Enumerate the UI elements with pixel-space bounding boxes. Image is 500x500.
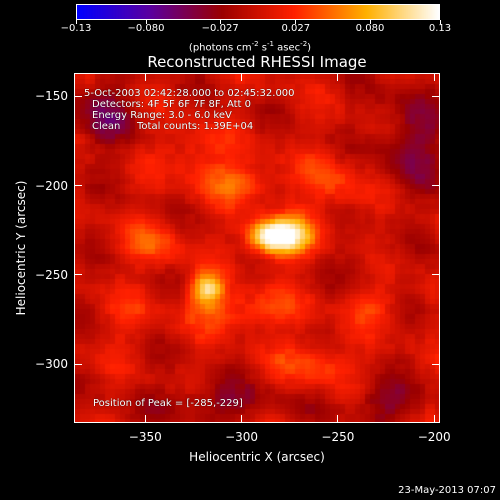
y-tick-label: −150 bbox=[35, 89, 68, 104]
y-tick-label: −250 bbox=[35, 267, 68, 282]
x-tick-mark bbox=[144, 73, 146, 81]
y-tick-mark bbox=[74, 95, 82, 97]
heatmap-image bbox=[75, 74, 439, 422]
y-tick-mark bbox=[432, 274, 440, 276]
colorbar-tick bbox=[295, 20, 297, 24]
chart-title: Reconstructed RHESSI Image bbox=[147, 53, 367, 71]
colorbar-tick bbox=[219, 20, 221, 24]
clean-annotation: Clean bbox=[92, 121, 121, 132]
x-tick-mark bbox=[337, 415, 339, 423]
y-tick-label: −200 bbox=[35, 178, 68, 193]
y-tick-mark bbox=[74, 185, 82, 186]
x-tick-label: −200 bbox=[417, 430, 451, 444]
x-tick-mark bbox=[144, 415, 146, 423]
y-tick-mark bbox=[432, 95, 440, 97]
x-axis-label: Heliocentric X (arcsec) bbox=[189, 450, 325, 464]
colorbar-tick bbox=[439, 20, 441, 24]
total-counts-annotation: Total counts: 1.39E+04 bbox=[137, 121, 254, 132]
colorbar-tick-label: 0.027 bbox=[281, 23, 311, 34]
y-tick-mark bbox=[432, 363, 440, 365]
x-tick-mark bbox=[433, 415, 435, 423]
x-tick-mark bbox=[337, 73, 339, 81]
energy-range-annotation: Energy Range: 3.0 - 6.0 keV bbox=[92, 110, 232, 121]
x-tick-label: −350 bbox=[128, 430, 162, 444]
timestamp: 23-May-2013 07:07 bbox=[398, 485, 496, 496]
colorbar-tick bbox=[369, 20, 371, 24]
colorbar-tick bbox=[145, 20, 147, 24]
detectors-annotation: Detectors: 4F 5F 6F 7F 8F, Att 0 bbox=[92, 99, 252, 110]
colorbar-units-label: (photons cm-2 s-1 asec-2) bbox=[188, 40, 312, 54]
x-tick-label: −300 bbox=[225, 430, 259, 444]
colorbar-tick bbox=[75, 20, 77, 24]
y-tick-label: −300 bbox=[35, 357, 68, 372]
colorbar-tick-label: 0.13 bbox=[428, 23, 452, 34]
x-tick-label: −250 bbox=[321, 430, 355, 444]
image-plot-area: 5-Oct-2003 02:42:28.000 to 02:45:32.000 … bbox=[74, 73, 440, 423]
y-axis-label: Heliocentric Y (arcsec) bbox=[14, 180, 28, 316]
x-tick-mark bbox=[241, 73, 243, 81]
y-tick-mark bbox=[432, 185, 440, 186]
colorbar-tick-label: −0.080 bbox=[127, 23, 165, 34]
x-tick-mark bbox=[241, 415, 243, 423]
peak-position-annotation: Position of Peak = [-285,-229] bbox=[93, 398, 243, 409]
time-range-annotation: 5-Oct-2003 02:42:28.000 to 02:45:32.000 bbox=[84, 88, 295, 99]
colorbar-tick-label: −0.027 bbox=[201, 23, 239, 34]
y-tick-mark bbox=[74, 274, 82, 276]
colorbar-tick-label: 0.080 bbox=[355, 23, 385, 34]
colorbar bbox=[76, 4, 440, 20]
colorbar-gradient bbox=[76, 4, 440, 20]
colorbar-tick-label: −0.13 bbox=[60, 23, 92, 34]
x-tick-mark bbox=[433, 73, 435, 81]
y-tick-mark bbox=[74, 363, 82, 365]
